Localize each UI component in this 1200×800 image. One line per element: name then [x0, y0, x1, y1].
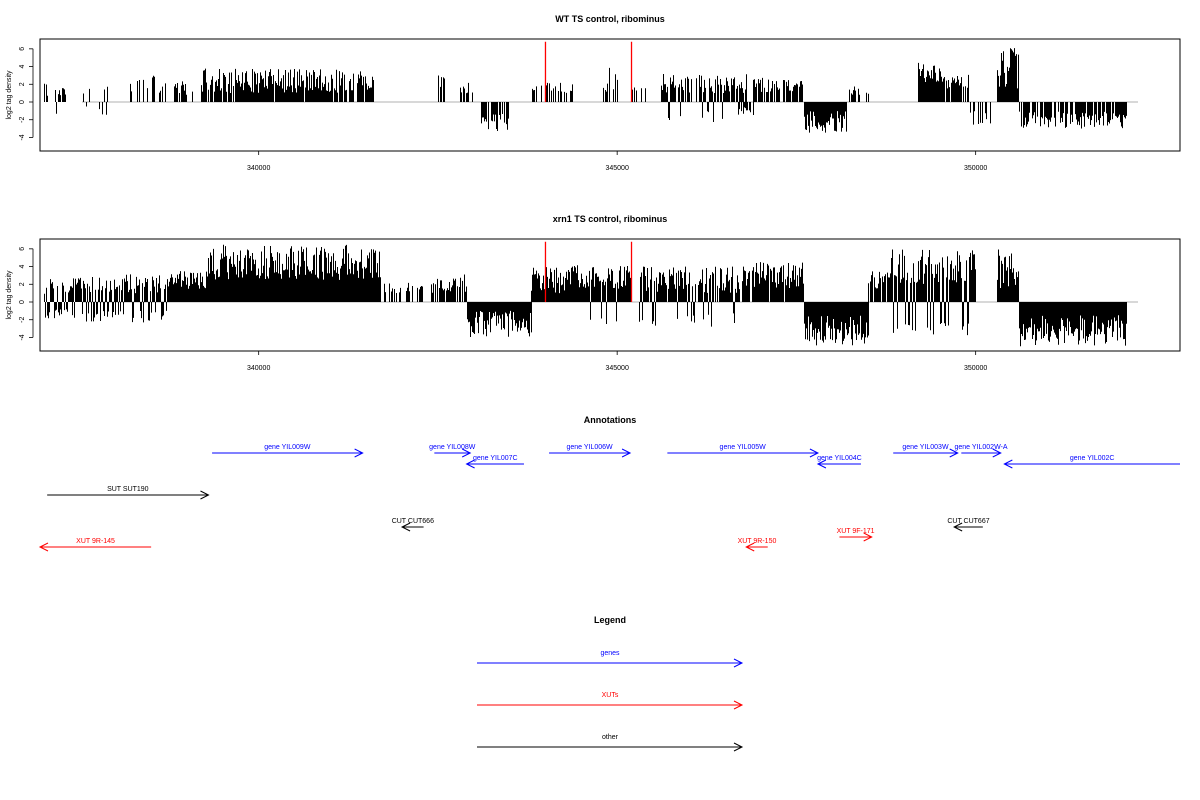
feature-arrow: gene YIL008W — [429, 444, 476, 458]
y-tick-label: -4 — [19, 334, 26, 340]
wt-plot-frame — [39, 38, 1181, 152]
xrn1-y-axis: -4 -2 0 2 4 6 log2 tag density — [6, 247, 34, 341]
feature-label: XUT 9R-150 — [738, 538, 777, 545]
xrn1-x-ticks: 340000 345000 350000 — [247, 351, 987, 372]
feature-arrow: CUT CUT667 — [947, 518, 990, 532]
legend-items: genes XUTs other — [477, 650, 744, 752]
feature-label: XUT 9F-171 — [837, 528, 875, 535]
wt-y-ticks: -4 -2 0 2 4 6 — [19, 47, 33, 141]
feature-label: gene YIL003W — [902, 444, 949, 451]
wt-density-bars — [44, 48, 1127, 133]
arrowhead — [816, 459, 827, 469]
arrowhead — [863, 532, 873, 542]
arrowhead — [809, 448, 820, 458]
y-tick-label: 6 — [19, 247, 26, 251]
x-tick-label: 345000 — [605, 165, 628, 172]
feature-arrow: XUT 9R-145 — [38, 538, 152, 552]
feature-label: gene YIL002C — [1070, 455, 1115, 462]
wt-red-markers — [544, 41, 633, 102]
arrowhead — [992, 448, 1002, 458]
wt-y-axis: -4 -2 0 2 4 6 log2 tag density — [6, 47, 34, 141]
feature-arrow: CUT CUT666 — [392, 518, 434, 532]
legend-arrowhead — [733, 658, 744, 668]
arrowhead — [949, 448, 959, 458]
feature-label: gene YIL008W — [429, 444, 476, 451]
feature-arrow: XUT 9R-150 — [738, 538, 777, 552]
x-tick-label: 345000 — [605, 365, 628, 372]
legend-label: genes — [600, 650, 620, 657]
feature-arrow: gene YIL006W — [549, 444, 632, 458]
arrowhead — [745, 542, 755, 552]
y-tick-label: 0 — [19, 100, 26, 104]
y-tick-label: 4 — [19, 265, 26, 269]
arrowhead — [1003, 459, 1013, 469]
arrowhead — [465, 459, 475, 469]
wt-track-panel: WT TS control, ribominus -4 -2 0 2 4 6 log2 t… — [6, 14, 1181, 172]
arrowhead — [38, 542, 49, 552]
arrowhead — [200, 490, 210, 500]
feature-label: CUT CUT667 — [947, 518, 989, 525]
feature-arrow: SUT SUT190 — [47, 486, 210, 500]
legend-label: XUTs — [602, 692, 619, 699]
legend-label: other — [602, 734, 619, 741]
arrowhead — [621, 448, 632, 458]
feature-label: gene YIL004C — [817, 455, 862, 462]
legend-item: other — [477, 734, 744, 752]
xrn1-track-panel: xrn1 TS control, ribominus -4 -2 0 2 4 6 log2… — [6, 214, 1181, 372]
legend-arrowhead — [733, 742, 744, 752]
xrn1-plot-frame — [39, 238, 1181, 352]
legend-item: genes — [477, 650, 744, 668]
feature-arrow: gene YIL003W — [893, 444, 959, 458]
feature-label: gene YIL009W — [264, 444, 311, 451]
feature-label: gene YIL005W — [720, 444, 767, 451]
xrn1-red-markers — [544, 241, 633, 302]
annotation-features: gene YIL009W gene YIL008W gene YIL007C gene… — [38, 444, 1180, 552]
feature-label: gene YIL007C — [473, 455, 518, 462]
x-tick-label: 340000 — [247, 365, 270, 372]
feature-arrow: gene YIL007C — [465, 455, 524, 469]
x-tick-label: 350000 — [964, 165, 987, 172]
xrn1-y-axis-label: log2 tag density — [6, 270, 13, 320]
xrn1-track-title: xrn1 TS control, ribominus — [553, 214, 668, 224]
x-tick-label: 350000 — [964, 365, 987, 372]
xrn1-density-bars — [44, 244, 1127, 347]
y-tick-label: 2 — [19, 282, 26, 286]
feature-arrow: gene YIL005W — [667, 444, 820, 458]
feature-arrow: XUT 9F-171 — [837, 528, 875, 542]
xrn1-y-ticks: -4 -2 0 2 4 6 — [19, 247, 33, 341]
annotations-panel: Annotations gene YIL009W gene YIL008Wgene… — [38, 415, 1180, 552]
y-tick-label: -4 — [19, 134, 26, 140]
arrowhead — [461, 448, 472, 458]
y-tick-label: 4 — [19, 65, 26, 69]
feature-label: XUT 9R-145 — [76, 538, 115, 545]
arrowhead — [400, 522, 411, 532]
feature-arrow: gene YIL004C — [816, 455, 862, 469]
feature-label: gene YIL002W-A — [955, 444, 1008, 451]
y-tick-label: 6 — [19, 47, 26, 51]
legend-item: XUTs — [477, 692, 744, 710]
wt-y-axis-label: log2 tag density — [6, 70, 13, 120]
y-tick-label: -2 — [19, 317, 26, 323]
wt-x-ticks: 340000 345000 350000 — [247, 151, 987, 172]
legend-panel: Legend genes XUTs other — [477, 615, 744, 752]
feature-label: SUT SUT190 — [107, 486, 149, 493]
x-tick-label: 340000 — [247, 165, 270, 172]
feature-label: CUT CUT666 — [392, 518, 434, 525]
annotations-title: Annotations — [584, 415, 637, 425]
y-tick-label: 0 — [19, 300, 26, 304]
feature-arrow: gene YIL002W-A — [955, 444, 1008, 458]
wt-track-title: WT TS control, ribominus — [555, 14, 665, 24]
y-tick-label: 2 — [19, 82, 26, 86]
feature-arrow: gene YIL009W — [212, 444, 364, 458]
arrowhead — [953, 522, 963, 532]
feature-label: gene YIL006W — [566, 444, 613, 451]
legend-title: Legend — [594, 615, 626, 625]
feature-arrow: gene YIL002C — [1003, 455, 1180, 469]
y-tick-label: -2 — [19, 117, 26, 123]
arrowhead — [354, 448, 364, 458]
legend-arrowhead — [733, 700, 744, 710]
